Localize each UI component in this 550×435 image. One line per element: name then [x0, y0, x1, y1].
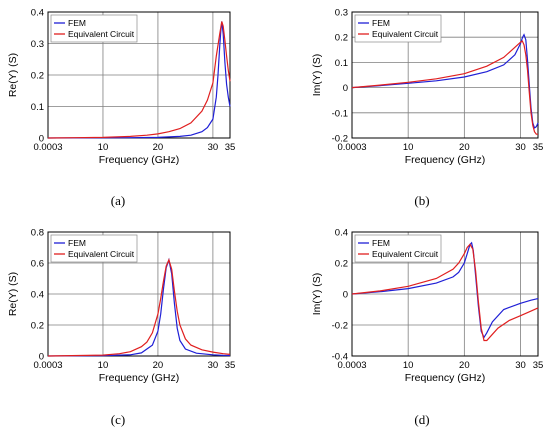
legend-box	[354, 234, 442, 263]
y-tick-label: 0	[343, 290, 348, 301]
y-tick-label: -0.2	[332, 134, 348, 145]
y-tick-label: 0.6	[31, 259, 44, 270]
y-tick-label: 0.4	[335, 228, 348, 239]
series-line-fem	[351, 33, 539, 129]
chart-panel-3: 0 0.2 0.4 0.6 0.8 0.0003 10 20 30 35 Frequency (GH…	[7, 228, 235, 428]
x-tick-label: 0.0003	[33, 360, 62, 371]
series-line-equivalent-circuit	[351, 243, 539, 342]
x-tick-label: 30	[208, 142, 219, 153]
y-tick-label: 0.2	[335, 33, 348, 44]
y-tick-label: -0.2	[332, 321, 348, 332]
x-tick-label: 10	[403, 360, 414, 371]
y-axis-label: Im(Y) (S)	[311, 273, 323, 316]
panel-label: (c)	[111, 412, 125, 427]
legend-entry: Equivalent Circuit	[68, 249, 135, 259]
y-tick-label: 0	[39, 134, 44, 145]
legend-entry: FEM	[372, 18, 390, 28]
x-tick-label: 0.0003	[33, 142, 62, 153]
y-axis-label: Re(Y) (S)	[7, 272, 19, 316]
y-tick-label: 0.4	[31, 8, 44, 19]
x-tick-label: 30	[208, 360, 219, 371]
x-tick-label: 35	[533, 360, 544, 371]
panel-label: (d)	[414, 412, 429, 427]
y-tick-label: 0	[39, 352, 44, 363]
x-tick-label: 35	[225, 360, 236, 371]
x-tick-label: 30	[515, 142, 526, 153]
legend-entry: Equivalent Circuit	[372, 29, 439, 39]
x-axis-label: Frequency (GHz)	[405, 154, 486, 166]
series-line-equivalent-circuit	[47, 258, 231, 357]
legend-box	[354, 14, 442, 43]
y-tick-label: 0	[343, 83, 348, 94]
legend-entry: Equivalent Circuit	[68, 29, 135, 39]
legend-entry: FEM	[68, 18, 86, 28]
panel-label: (a)	[111, 193, 125, 208]
plot-frame	[351, 11, 539, 139]
series-line-equivalent-circuit	[47, 21, 231, 139]
x-axis-label: Frequency (GHz)	[99, 372, 180, 384]
x-tick-label: 10	[98, 142, 109, 153]
y-tick-label: 0.4	[31, 290, 44, 301]
legend-entry: FEM	[372, 238, 390, 248]
x-axis-label: Frequency (GHz)	[405, 372, 486, 384]
series-line-equivalent-circuit	[351, 40, 538, 135]
y-tick-label: 0.2	[31, 71, 44, 82]
chart-panel-2: -0.2 -0.1 0 0.1 0.2 0.3 0.0003 10 20 30 35 Frequenc…	[311, 8, 543, 209]
chart-panel-4: -0.4 -0.2 0 0.2 0.4 0.0003 10 20 30 35 Frequency (…	[311, 228, 543, 428]
x-tick-label: 20	[153, 142, 164, 153]
plot-frame	[47, 231, 231, 357]
x-axis-label: Frequency (GHz)	[99, 154, 180, 166]
x-tick-label: 35	[225, 142, 236, 153]
series-line-fem	[47, 257, 231, 357]
x-tick-label: 35	[533, 142, 544, 153]
y-tick-label: 0.2	[335, 259, 348, 270]
x-tick-label: 0.0003	[337, 142, 366, 153]
x-tick-label: 10	[403, 142, 414, 153]
x-tick-label: 20	[459, 142, 470, 153]
legend-box	[50, 14, 138, 43]
y-tick-label: 0.1	[31, 102, 44, 113]
panel-label: (b)	[414, 193, 429, 208]
y-tick-label: 0.1	[335, 58, 348, 69]
series-line-fem	[47, 21, 231, 139]
y-axis-label: Im(Y) (S)	[311, 54, 323, 97]
y-axis-label: Re(Y) (S)	[7, 53, 19, 97]
x-tick-label: 10	[98, 360, 109, 371]
x-tick-label: 0.0003	[337, 360, 366, 371]
y-tick-label: 0.2	[31, 321, 44, 332]
x-tick-label: 20	[153, 360, 164, 371]
y-tick-label: 0.3	[335, 8, 348, 19]
legend-entry: Equivalent Circuit	[372, 249, 439, 259]
y-tick-label: -0.1	[332, 108, 348, 119]
chart-panel-1: 0 0.1 0.2 0.3 0.4 0.0003 10 20 30 35 Frequency (GH…	[7, 8, 235, 209]
x-tick-label: 30	[515, 360, 526, 371]
y-tick-label: -0.4	[332, 352, 348, 363]
y-tick-label: 0.8	[31, 228, 44, 239]
x-tick-label: 20	[459, 360, 470, 371]
legend-entry: FEM	[68, 238, 86, 248]
y-tick-label: 0.3	[31, 39, 44, 50]
legend-box	[50, 234, 138, 263]
